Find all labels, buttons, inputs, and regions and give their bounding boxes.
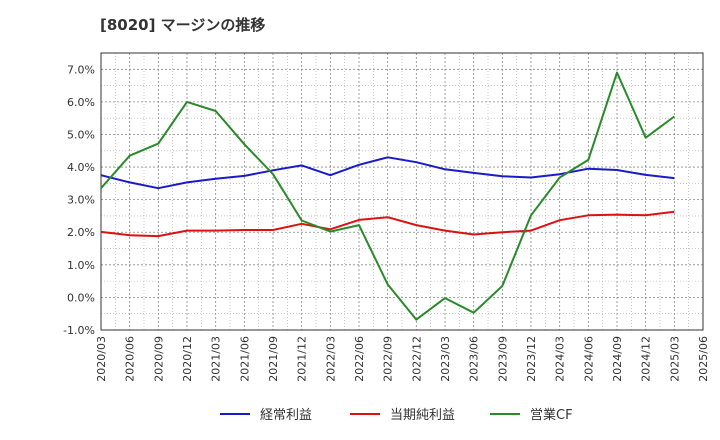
x-tick-label: 2023/03 — [439, 336, 452, 382]
y-tick-label: 7.0% — [67, 63, 95, 76]
legend-label: 営業CF — [530, 407, 573, 423]
y-tick-label: 5.0% — [67, 128, 95, 141]
x-tick-label: 2024/06 — [582, 336, 595, 382]
y-tick-label: 3.0% — [67, 194, 95, 207]
x-tick-label: 2023/09 — [496, 336, 509, 382]
y-tick-label: 0.0% — [67, 291, 95, 304]
x-tick-label: 2020/03 — [95, 336, 108, 382]
x-tick-label: 2024/09 — [611, 336, 624, 382]
series-line — [100, 71, 675, 321]
y-tick-label: -1.0% — [63, 324, 95, 337]
x-tick-label: 2024/03 — [554, 336, 567, 382]
x-tick-label: 2022/06 — [353, 336, 366, 382]
y-tick-label: 4.0% — [67, 161, 95, 174]
y-tick-label: 2.0% — [67, 226, 95, 239]
series-line — [100, 210, 675, 238]
x-tick-label: 2025/03 — [668, 336, 681, 382]
y-tick-label: 6.0% — [67, 96, 95, 109]
x-tick-label: 2021/09 — [267, 336, 280, 382]
legend-label: 当期純利益 — [390, 408, 455, 423]
x-tick-label: 2021/06 — [238, 336, 251, 382]
legend-label: 経常利益 — [260, 408, 312, 423]
x-tick-label: 2024/12 — [640, 336, 653, 382]
x-tick-label: 2023/06 — [468, 336, 481, 382]
x-tick-label: 2021/12 — [296, 336, 309, 382]
y-tick-label: 1.0% — [67, 259, 95, 272]
x-tick-label: 2021/03 — [210, 336, 223, 382]
x-tick-label: 2022/12 — [410, 336, 423, 382]
x-tick-label: 2022/03 — [324, 336, 337, 382]
x-tick-label: 2023/12 — [525, 336, 538, 382]
plot-border — [100, 52, 704, 331]
x-tick-label: 2020/06 — [124, 336, 137, 382]
x-tick-label: 2025/06 — [697, 336, 710, 382]
x-tick-label: 2022/09 — [382, 336, 395, 382]
chart-title: [8020] マージンの推移 — [100, 16, 266, 34]
series-line — [100, 156, 675, 190]
x-tick-label: 2020/09 — [152, 336, 165, 382]
x-tick-label: 2020/12 — [181, 336, 194, 382]
